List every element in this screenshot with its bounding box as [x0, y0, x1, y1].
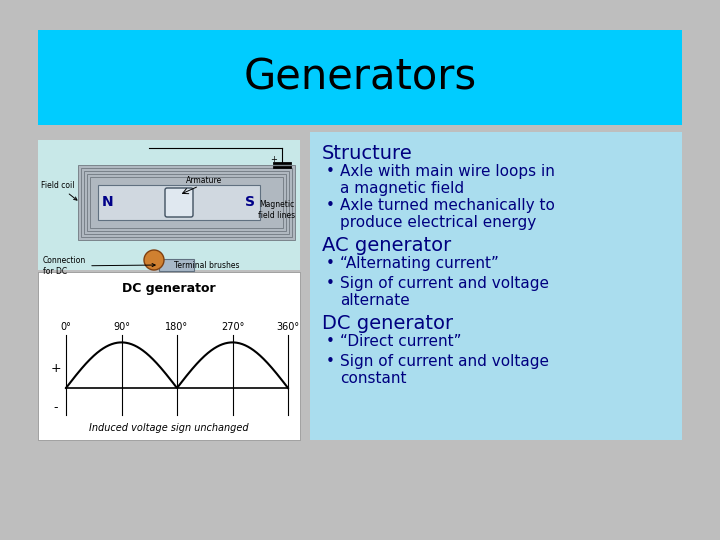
Bar: [81, 168, 292, 237]
Text: •: •: [326, 198, 335, 213]
Text: •: •: [326, 334, 335, 349]
Text: •: •: [326, 164, 335, 179]
Text: AC generator: AC generator: [322, 236, 451, 255]
Text: -: -: [54, 402, 58, 415]
Bar: [38, 140, 300, 270]
Bar: [84, 171, 289, 234]
Text: Terminal brushes: Terminal brushes: [174, 260, 240, 269]
Text: Armature: Armature: [186, 176, 222, 185]
Text: Generators: Generators: [243, 57, 477, 98]
Text: •: •: [326, 256, 335, 271]
Text: +: +: [50, 361, 61, 375]
Text: DC generator: DC generator: [322, 314, 453, 333]
Text: •: •: [326, 276, 335, 291]
Text: “Alternating current”: “Alternating current”: [340, 256, 499, 271]
Text: 360°: 360°: [276, 322, 300, 332]
Text: Axle with main wire loops in
a magnetic field: Axle with main wire loops in a magnetic …: [340, 164, 555, 197]
Bar: [38, 30, 682, 125]
Bar: [310, 132, 682, 440]
Text: •: •: [326, 354, 335, 369]
Bar: [90, 177, 283, 228]
Circle shape: [144, 250, 164, 270]
Text: Structure: Structure: [322, 144, 413, 163]
Text: +: +: [270, 155, 277, 164]
Text: Field coil: Field coil: [41, 180, 77, 200]
Text: S: S: [245, 195, 255, 210]
Text: 0°: 0°: [60, 322, 71, 332]
Text: N: N: [102, 195, 114, 210]
Text: Magnetic
field lines: Magnetic field lines: [258, 200, 295, 220]
Text: Sign of current and voltage
alternate: Sign of current and voltage alternate: [340, 276, 549, 308]
Bar: [38, 272, 300, 440]
Text: 90°: 90°: [113, 322, 130, 332]
Text: Sign of current and voltage
constant: Sign of current and voltage constant: [340, 354, 549, 387]
Text: Connection
for DC: Connection for DC: [43, 256, 155, 276]
Text: DC generator: DC generator: [122, 282, 216, 295]
Text: Induced voltage sign unchanged: Induced voltage sign unchanged: [89, 423, 249, 433]
Bar: [98, 185, 260, 220]
Bar: [87, 174, 286, 231]
Bar: [159, 259, 194, 271]
Text: Axle turned mechanically to
produce electrical energy: Axle turned mechanically to produce elec…: [340, 198, 555, 231]
Text: 180°: 180°: [166, 322, 189, 332]
Text: “Direct current”: “Direct current”: [340, 334, 462, 349]
Text: 270°: 270°: [221, 322, 244, 332]
FancyBboxPatch shape: [165, 188, 193, 217]
Bar: [78, 165, 295, 240]
